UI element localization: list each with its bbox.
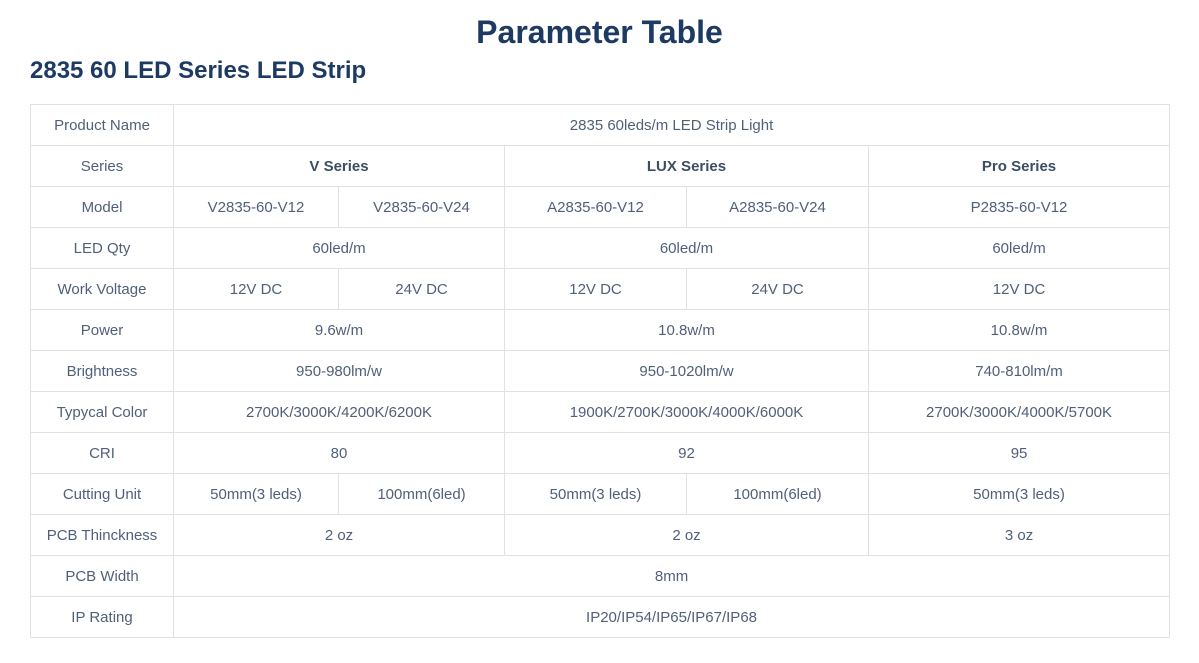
- value-cell: 95: [867, 432, 1171, 475]
- table-row: Work Voltage 12V DC 24V DC 12V DC 24V DC 12V …: [30, 268, 1171, 311]
- value-cell: 2 oz: [504, 514, 869, 557]
- row-label: Model: [30, 186, 174, 229]
- table-row: Model V2835-60-V12 V2835-60-V24 A2835-60-V1…: [30, 186, 1171, 229]
- value-cell: 950-980lm/w: [173, 350, 505, 393]
- row-label: PCB Width: [30, 555, 174, 598]
- value-cell: 9.6w/m: [173, 309, 505, 352]
- table-row: CRI 80 92 95: [30, 432, 1171, 475]
- row-label: LED Qty: [30, 227, 174, 270]
- parameter-table-body: Product Name 2835 60leds/m LED Strip Ligh…: [30, 104, 1171, 639]
- value-cell: 50mm(3 leds): [173, 473, 339, 516]
- value-cell: 740-810lm/m: [867, 350, 1171, 393]
- series-header-cell: LUX Series: [504, 145, 869, 188]
- value-cell: 24V DC: [686, 268, 869, 311]
- table-row: Series V Series LUX Series Pro Series: [30, 145, 1171, 188]
- value-cell: 1900K/2700K/3000K/4000K/6000K: [504, 391, 869, 434]
- value-cell: 8mm: [172, 555, 1171, 598]
- parameter-table-container: Product Name 2835 60leds/m LED Strip Ligh…: [30, 104, 1171, 639]
- value-cell: A2835-60-V12: [504, 186, 687, 229]
- value-cell: 92: [504, 432, 869, 475]
- value-cell: IP20/IP54/IP65/IP67/IP68: [172, 596, 1171, 639]
- table-row: PCB Width 8mm: [30, 555, 1171, 598]
- table-row: Brightness 950-980lm/w 950-1020lm/w 740-810…: [30, 350, 1171, 393]
- value-cell: 12V DC: [867, 268, 1171, 311]
- table-row: IP Rating IP20/IP54/IP65/IP67/IP68: [30, 596, 1171, 639]
- row-label: Cutting Unit: [30, 473, 174, 516]
- table-row: Power 9.6w/m 10.8w/m 10.8w/m: [30, 309, 1171, 352]
- row-label: Work Voltage: [30, 268, 174, 311]
- parameter-table: Product Name 2835 60leds/m LED Strip Ligh…: [30, 104, 1171, 639]
- value-cell: 2 oz: [173, 514, 505, 557]
- table-row: PCB Thinckness 2 oz 2 oz 3 oz: [30, 514, 1171, 557]
- table-row: Product Name 2835 60leds/m LED Strip Ligh…: [30, 104, 1171, 147]
- value-cell: 60led/m: [173, 227, 505, 270]
- series-header-cell: Pro Series: [867, 145, 1171, 188]
- value-cell: 100mm(6led): [338, 473, 505, 516]
- value-cell: 2700K/3000K/4000K/5700K: [867, 391, 1171, 434]
- row-label: Series: [30, 145, 174, 188]
- page-subtitle: 2835 60 LED Series LED Strip: [30, 56, 367, 84]
- value-cell: 10.8w/m: [867, 309, 1171, 352]
- value-cell: 50mm(3 leds): [867, 473, 1171, 516]
- row-label: Brightness: [30, 350, 174, 393]
- value-cell: V2835-60-V24: [338, 186, 505, 229]
- row-label: Product Name: [30, 104, 174, 147]
- page-title: Parameter Table: [476, 14, 723, 50]
- value-cell: 100mm(6led): [686, 473, 869, 516]
- value-cell: 10.8w/m: [504, 309, 869, 352]
- value-cell: P2835-60-V12: [867, 186, 1171, 229]
- value-cell: 80: [173, 432, 505, 475]
- value-cell: 60led/m: [867, 227, 1171, 270]
- series-header-cell: V Series: [173, 145, 505, 188]
- value-cell: V2835-60-V12: [173, 186, 339, 229]
- row-label: PCB Thinckness: [30, 514, 174, 557]
- value-cell: 3 oz: [867, 514, 1171, 557]
- value-cell: 50mm(3 leds): [504, 473, 687, 516]
- value-cell: 60led/m: [504, 227, 869, 270]
- table-row: Typycal Color 2700K/3000K/4200K/6200K 1900…: [30, 391, 1171, 434]
- row-label: Power: [30, 309, 174, 352]
- value-cell: 2700K/3000K/4200K/6200K: [173, 391, 505, 434]
- value-cell: 2835 60leds/m LED Strip Light: [172, 104, 1171, 147]
- table-row: LED Qty 60led/m 60led/m 60led/m: [30, 227, 1171, 270]
- row-label: IP Rating: [30, 596, 174, 639]
- table-row: Cutting Unit 50mm(3 leds) 100mm(6led) 50mm(…: [30, 473, 1171, 516]
- row-label: CRI: [30, 432, 174, 475]
- value-cell: 12V DC: [504, 268, 687, 311]
- value-cell: 12V DC: [173, 268, 339, 311]
- row-label: Typycal Color: [30, 391, 174, 434]
- value-cell: A2835-60-V24: [686, 186, 869, 229]
- value-cell: 950-1020lm/w: [504, 350, 869, 393]
- value-cell: 24V DC: [338, 268, 505, 311]
